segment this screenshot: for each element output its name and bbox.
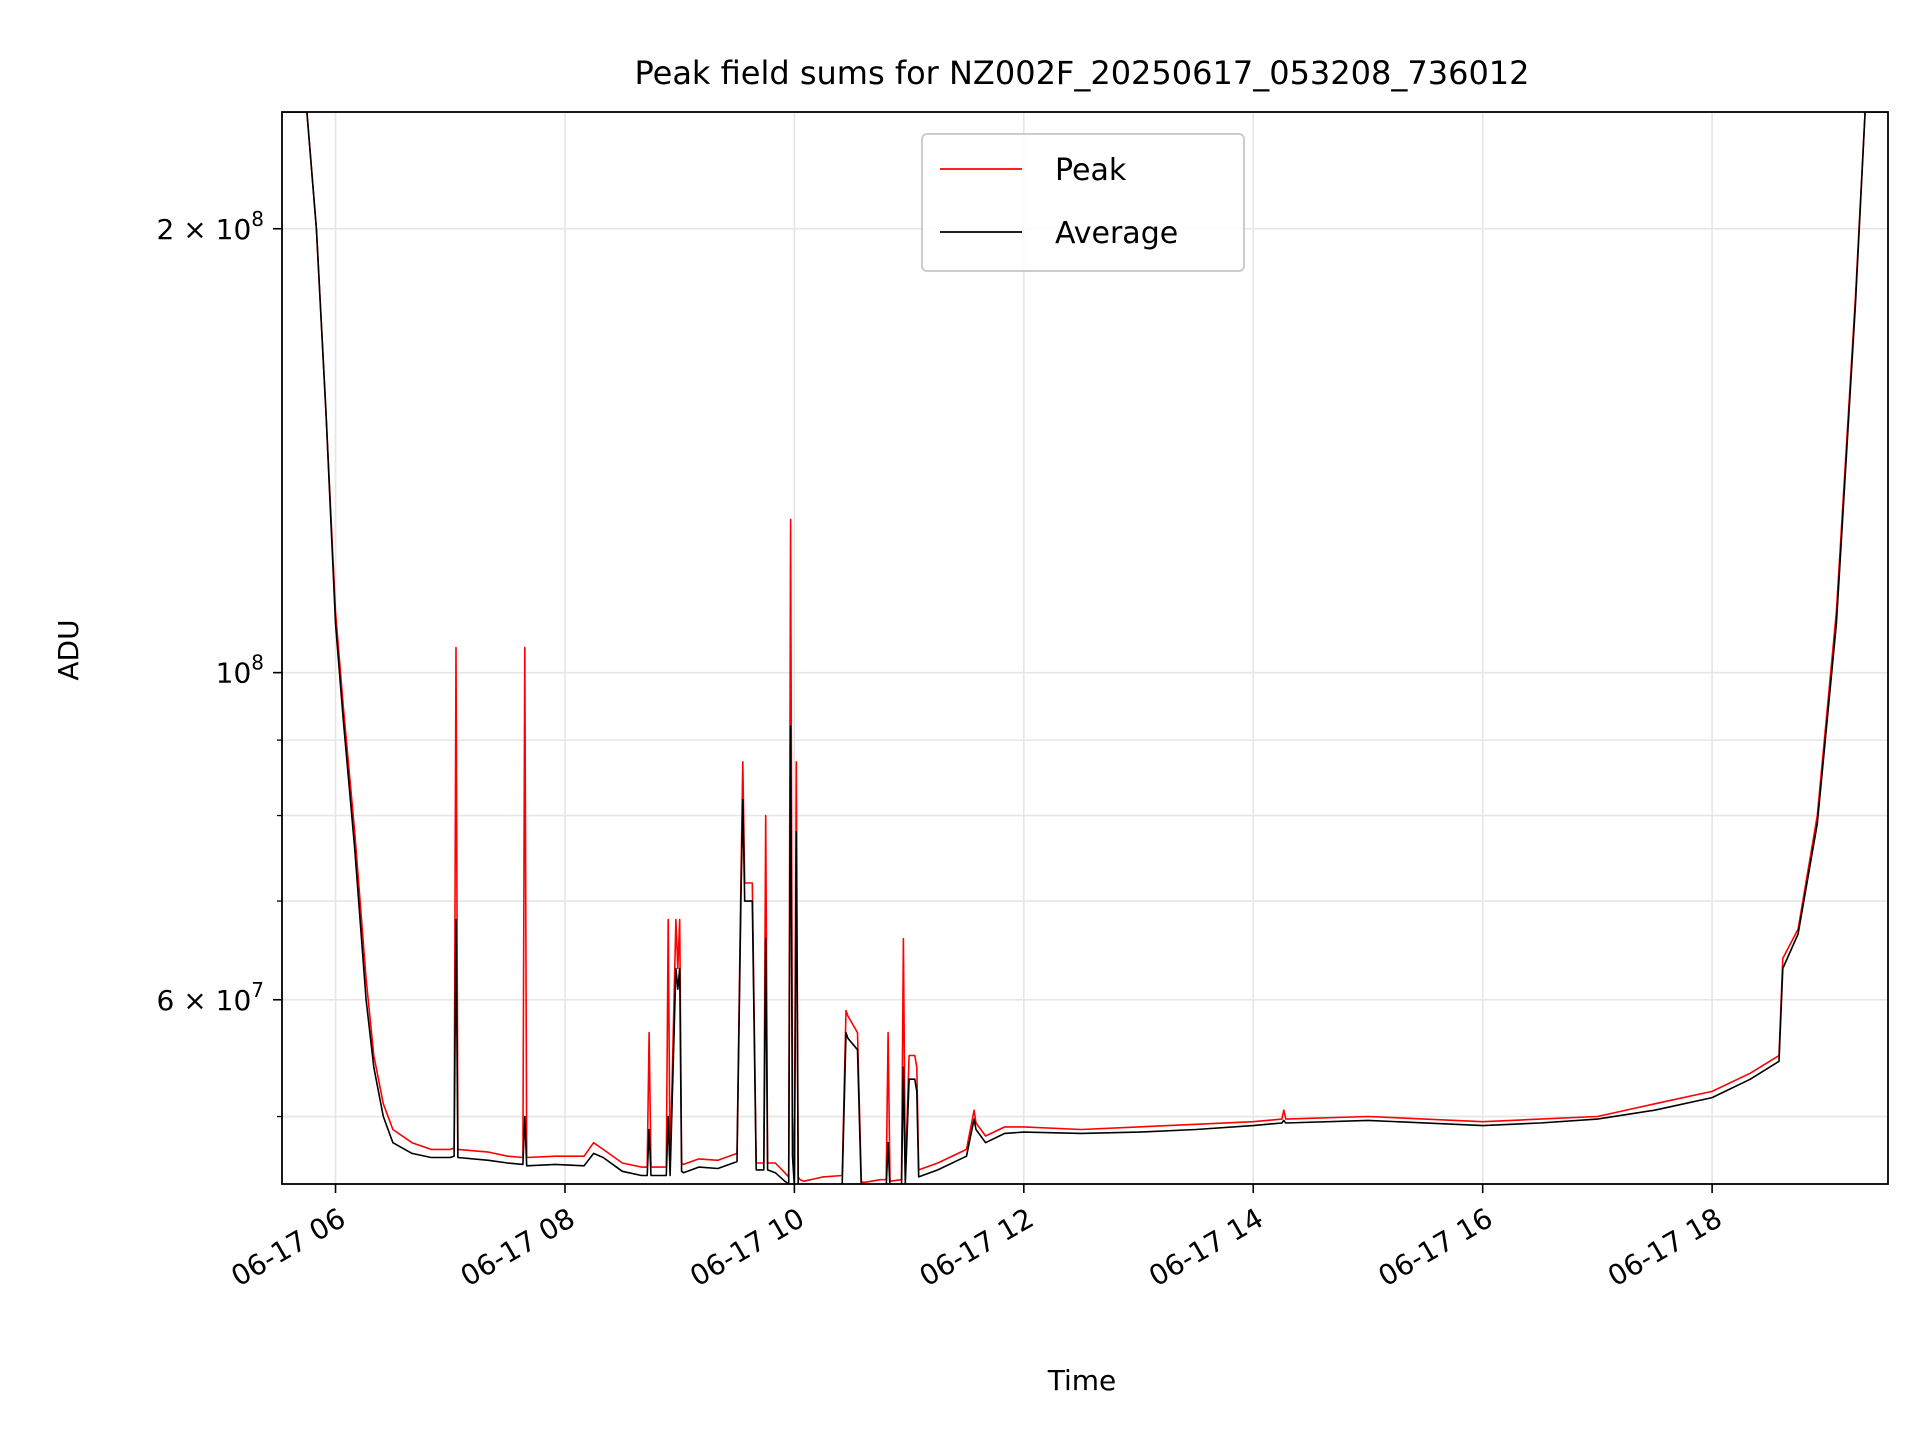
x-axis-label: Time	[1047, 1364, 1117, 1397]
series-line-average	[282, 112, 1888, 1184]
series-lines	[282, 112, 1888, 1184]
legend-label-average: Average	[1055, 216, 1178, 251]
y-axis-ticks: 6 × 107 108 2 × 108	[157, 207, 282, 1118]
y-tick-label: 108	[216, 651, 264, 690]
legend-label-peak: Peak	[1055, 153, 1127, 188]
chart-title: Peak field sums for NZ002F_20250617_0532…	[634, 54, 1529, 92]
plot-frame	[281, 111, 1889, 1185]
y-axis-label: ADU	[52, 619, 85, 680]
y-tick-label: 2 × 108	[157, 207, 264, 246]
y-tick-label: 6 × 107	[157, 978, 264, 1017]
legend: Peak Average	[921, 133, 1245, 272]
